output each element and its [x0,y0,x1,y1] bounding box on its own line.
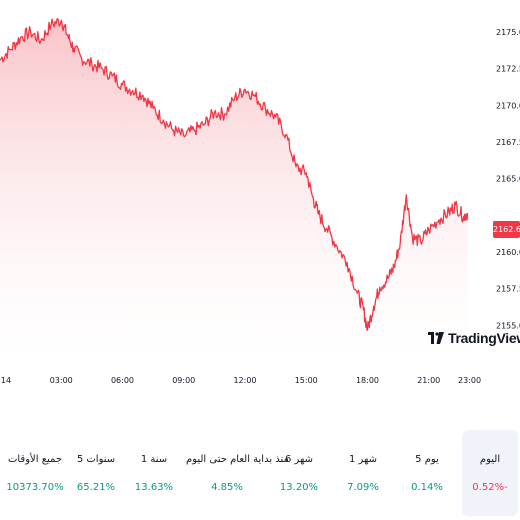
period-label: 1 شهر [348,454,378,465]
x-tick-label: 21:00 [417,376,440,385]
y-tick-label: 2170.00 [496,101,520,110]
period-label: منذ بداية العام حتى اليوم [186,454,289,465]
y-tick-label: 2172.50 [496,65,520,74]
period-change-value: 10373.70% [6,482,64,493]
period-change-value: 7.09% [347,482,379,493]
x-tick-label: 23:00 [458,376,481,385]
x-tick-label: 06:00 [111,376,134,385]
period-tab-2[interactable]: 1 سنة 13.63% [126,430,182,516]
y-tick-label: 2160.00 [496,248,520,257]
series-area-fill [0,18,468,362]
period-tab-6[interactable]: 5 يوم 0.14% [394,430,460,516]
y-tick-label: 2155.00 [496,321,520,330]
period-change-value: 0.14% [411,482,443,493]
period-tab-5[interactable]: 1 شهر 7.09% [334,430,392,516]
period-change-value: 4.85% [211,482,243,493]
period-tab-1[interactable]: 5 سنوات 65.21% [68,430,124,516]
period-tab-3[interactable]: منذ بداية العام حتى اليوم 4.85% [186,430,289,516]
period-label: 1 سنة [140,454,168,465]
period-tab-7[interactable]: اليوم 0.52%- [462,430,518,516]
period-label: 6 شهر [284,454,314,465]
x-tick-label: 12:00 [233,376,256,385]
period-label: اليوم [479,454,501,465]
last-price-badge: 2162.65 [493,221,520,238]
y-tick-label: 2157.50 [496,285,520,294]
x-tick-label: 18:00 [356,376,379,385]
period-change-value: 65.21% [76,482,116,493]
series-line [0,17,469,331]
x-tick-label: 09:00 [172,376,195,385]
period-label: 5 سنوات [76,454,116,465]
y-tick-label: 2165.00 [496,175,520,184]
period-change-value: 13.20% [279,482,319,493]
chart-svg[interactable]: 2175.00 2172.50 2170.00 2167.50 2165.00 2160.… [0,0,520,400]
period-change-value: 13.63% [134,482,174,493]
y-tick-label: 2167.50 [496,138,520,147]
x-tick-label: 14 [1,376,11,385]
y-tick-label: 2175.00 [496,28,520,37]
x-tick-label: 15:00 [295,376,318,385]
period-label: 5 يوم [415,454,439,465]
period-change-value: 0.52%- [472,482,508,493]
x-tick-label: 03:00 [50,376,73,385]
period-tab-4[interactable]: 6 شهر 13.20% [266,430,332,516]
performance-periods: جميع الأوقات 10373.70% 5 سنوات 65.21% 1 سنة 1… [0,430,520,520]
tradingview-icon [428,332,444,344]
price-chart[interactable]: 2175.00 2172.50 2170.00 2167.50 2165.00 2160.… [0,0,520,400]
period-label: جميع الأوقات [7,454,63,465]
period-tab-0[interactable]: جميع الأوقات 10373.70% [0,430,70,516]
tradingview-wordmark: TradingView [448,330,520,346]
tradingview-logo[interactable]: TradingView [428,330,520,346]
